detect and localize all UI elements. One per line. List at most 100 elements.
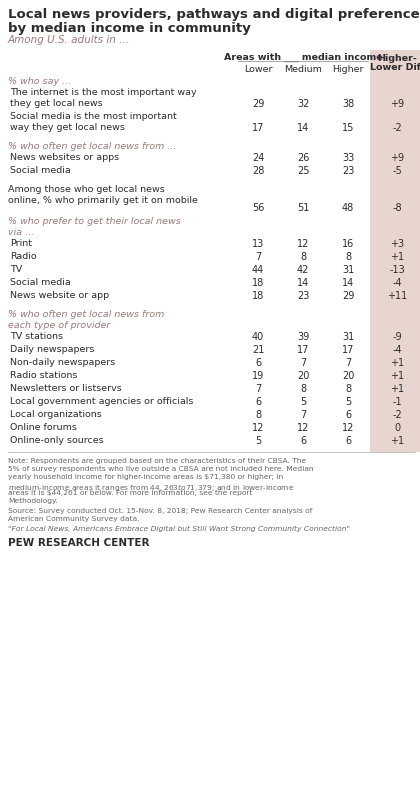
- Text: 7: 7: [300, 410, 306, 419]
- Text: 8: 8: [255, 410, 261, 419]
- Text: -4: -4: [392, 278, 402, 287]
- Text: +1: +1: [390, 435, 404, 446]
- Text: 7: 7: [300, 357, 306, 368]
- Text: -5: -5: [392, 165, 402, 176]
- Text: 42: 42: [297, 265, 309, 275]
- Text: 39: 39: [297, 332, 309, 341]
- Text: 13: 13: [252, 238, 264, 249]
- Text: 44: 44: [252, 265, 264, 275]
- Text: 14: 14: [297, 123, 309, 132]
- Text: by median income in community: by median income in community: [8, 22, 251, 35]
- Text: -1: -1: [392, 397, 402, 406]
- Bar: [370, 51, 420, 452]
- Text: 21: 21: [252, 344, 264, 355]
- Text: Local government agencies or officials: Local government agencies or officials: [10, 397, 193, 406]
- Text: 38: 38: [342, 99, 354, 109]
- Text: 5: 5: [300, 397, 306, 406]
- Text: +1: +1: [390, 370, 404, 381]
- Text: 18: 18: [252, 278, 264, 287]
- Text: 17: 17: [252, 123, 264, 132]
- Text: 7: 7: [255, 251, 261, 262]
- Text: 5% of survey respondents who live outside a CBSA are not included here. Median: 5% of survey respondents who live outsid…: [8, 466, 314, 471]
- Text: 6: 6: [345, 410, 351, 419]
- Text: % who often get local news from ...: % who often get local news from ...: [8, 142, 176, 151]
- Text: 12: 12: [297, 422, 309, 433]
- Text: 14: 14: [342, 278, 354, 287]
- Text: 31: 31: [342, 265, 354, 275]
- Text: Areas with ___ median income: Areas with ___ median income: [224, 53, 382, 62]
- Text: 20: 20: [297, 370, 309, 381]
- Text: 26: 26: [297, 153, 309, 163]
- Text: 18: 18: [252, 291, 264, 300]
- Text: Non-daily newspapers: Non-daily newspapers: [10, 357, 115, 366]
- Text: Radio: Radio: [10, 251, 37, 261]
- Text: Local organizations: Local organizations: [10, 410, 102, 418]
- Text: Lower Diff: Lower Diff: [370, 63, 420, 72]
- Text: 25: 25: [297, 165, 309, 176]
- Text: "For Local News, Americans Embrace Digital but Still Want Strong Community Conne: "For Local News, Americans Embrace Digit…: [8, 525, 350, 532]
- Text: % who prefer to get their local news: % who prefer to get their local news: [8, 217, 181, 226]
- Text: 5: 5: [345, 397, 351, 406]
- Text: TV stations: TV stations: [10, 332, 63, 340]
- Text: via ...: via ...: [8, 228, 34, 237]
- Text: +9: +9: [390, 153, 404, 163]
- Text: Social media: Social media: [10, 165, 71, 175]
- Text: Higher: Higher: [332, 65, 364, 74]
- Text: way they get local news: way they get local news: [10, 123, 125, 132]
- Text: online, % who primarily get it on mobile: online, % who primarily get it on mobile: [8, 196, 198, 205]
- Text: 48: 48: [342, 202, 354, 213]
- Text: +9: +9: [390, 99, 404, 109]
- Text: 32: 32: [297, 99, 309, 109]
- Text: 7: 7: [255, 384, 261, 393]
- Text: each type of provider: each type of provider: [8, 320, 110, 329]
- Text: 8: 8: [300, 251, 306, 262]
- Text: yearly household income for higher-income areas is $71,380 or higher; in: yearly household income for higher-incom…: [8, 474, 283, 479]
- Text: Local news providers, pathways and digital preferences,: Local news providers, pathways and digit…: [8, 8, 420, 21]
- Text: areas it is $44,261 or below. For more information, see the report: areas it is $44,261 or below. For more i…: [8, 489, 252, 495]
- Text: -13: -13: [389, 265, 405, 275]
- Text: 33: 33: [342, 153, 354, 163]
- Text: News websites or apps: News websites or apps: [10, 153, 119, 161]
- Text: Radio stations: Radio stations: [10, 370, 77, 380]
- Text: Print: Print: [10, 238, 32, 247]
- Text: 6: 6: [255, 397, 261, 406]
- Text: Source: Survey conducted Oct. 15-Nov. 8, 2018; Pew Research Center analysis of: Source: Survey conducted Oct. 15-Nov. 8,…: [8, 507, 312, 513]
- Text: News website or app: News website or app: [10, 291, 109, 300]
- Text: 15: 15: [342, 123, 354, 132]
- Text: Daily newspapers: Daily newspapers: [10, 344, 94, 353]
- Text: Online forums: Online forums: [10, 422, 77, 431]
- Text: Methodology.: Methodology.: [8, 497, 58, 503]
- Text: 6: 6: [255, 357, 261, 368]
- Text: Newsletters or listservs: Newsletters or listservs: [10, 384, 122, 393]
- Text: % who often get local news from: % who often get local news from: [8, 310, 164, 319]
- Text: medium-income areas it ranges from $44,263 to $71,379; and in lower-income: medium-income areas it ranges from $44,2…: [8, 482, 294, 492]
- Text: 19: 19: [252, 370, 264, 381]
- Text: Social media is the most important: Social media is the most important: [10, 112, 177, 120]
- Text: +3: +3: [390, 238, 404, 249]
- Text: 7: 7: [345, 357, 351, 368]
- Text: 20: 20: [342, 370, 354, 381]
- Text: -2: -2: [392, 410, 402, 419]
- Text: -9: -9: [392, 332, 402, 341]
- Text: 29: 29: [252, 99, 264, 109]
- Text: PEW RESEARCH CENTER: PEW RESEARCH CENTER: [8, 537, 150, 548]
- Text: 23: 23: [342, 165, 354, 176]
- Text: 51: 51: [297, 202, 309, 213]
- Text: The internet is the most important way: The internet is the most important way: [10, 88, 197, 97]
- Text: 23: 23: [297, 291, 309, 300]
- Text: TV: TV: [10, 265, 22, 274]
- Text: 31: 31: [342, 332, 354, 341]
- Text: 6: 6: [300, 435, 306, 446]
- Text: 40: 40: [252, 332, 264, 341]
- Text: 0: 0: [394, 422, 400, 433]
- Text: 16: 16: [342, 238, 354, 249]
- Text: 28: 28: [252, 165, 264, 176]
- Text: +1: +1: [390, 384, 404, 393]
- Text: -8: -8: [392, 202, 402, 213]
- Text: 29: 29: [342, 291, 354, 300]
- Text: +1: +1: [390, 251, 404, 262]
- Text: Medium: Medium: [284, 65, 322, 74]
- Text: -4: -4: [392, 344, 402, 355]
- Text: Among those who get local news: Among those who get local news: [8, 185, 165, 194]
- Text: 17: 17: [342, 344, 354, 355]
